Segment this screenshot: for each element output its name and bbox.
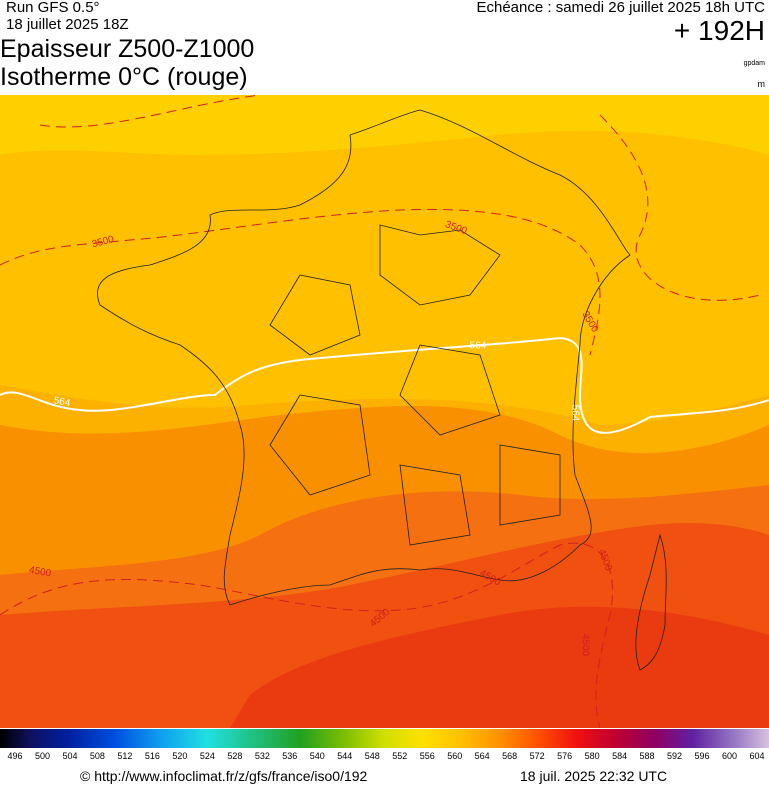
colorbar-tick-label: 548 [364,751,380,761]
colorbar-tick-label: 528 [227,751,243,761]
colorbar-tick-label: 540 [309,751,325,761]
colorbar-tick-label: 532 [254,751,270,761]
colorbar-tick-label: 544 [337,751,353,761]
title: Epaisseur Z500-Z1000 [0,35,255,63]
unit-iso0: m [757,79,766,89]
run-date: 18 juillet 2025 18Z [6,16,129,33]
colorbar-tick-label: 520 [172,751,188,761]
contour-label: 564 [470,341,487,352]
colorbar-labels: 496 500 504 508 512 516 520 524 528 532 536 540 544 5… [0,750,769,766]
unit-thickness: gpdam [743,60,765,67]
colorbar-tick-label: 572 [529,751,545,761]
colorbar-tick-label: 556 [419,751,435,761]
colorbar-tick-label: 500 [34,751,50,761]
run-label: Run GFS 0.5° [6,0,100,16]
colorbar-tick-label: 580 [584,751,600,761]
contour-label: 4500 [579,634,590,657]
timestamp: 18 juil. 2025 22:32 UTC [520,768,668,784]
contour-label: 564 [569,405,580,422]
colorbar-tick-label: 536 [282,751,298,761]
colorbar-tick-label: 504 [62,751,78,761]
colorbar-tick-label: 584 [612,751,628,761]
colorbar-tick-label: 524 [199,751,215,761]
colorbar-tick-label: 552 [392,751,408,761]
colorbar-tick-label: 588 [639,751,655,761]
field [0,95,769,155]
colorbar [0,729,769,748]
contour-564 [0,336,769,434]
lead-time: + 192H [673,15,765,46]
colorbar-tick-label: 592 [667,751,683,761]
colorbar-tick-label: 604 [749,751,765,761]
contour-label: 4500 [28,565,52,580]
field [230,606,769,728]
colorbar-tick-label: 568 [502,751,518,761]
echeance: Echéance : samedi 26 juillet 2025 18h UT… [476,0,765,16]
colorbar-tick-label: 512 [117,751,133,761]
subtitle: Isotherme 0°C (rouge) [0,63,248,91]
map: 3500350035005645645644500450045004500450… [0,95,769,728]
colorbar-tick-label: 496 [7,751,23,761]
colorbar-tick-label: 576 [557,751,573,761]
coastline [97,109,667,671]
colorbar-tick-label: 560 [447,751,463,761]
colorbar-tick-label: 600 [722,751,738,761]
colorbar-tick-label: 516 [144,751,160,761]
colorbar-tick-label: 596 [694,751,710,761]
source-url: © http://www.infoclimat.fr/z/gfs/france/… [80,768,368,784]
colorbar-tick-label: 564 [474,751,490,761]
contour-label: 564 [53,395,72,409]
iso0-contours [0,95,761,728]
colorbar-tick-label: 508 [89,751,105,761]
